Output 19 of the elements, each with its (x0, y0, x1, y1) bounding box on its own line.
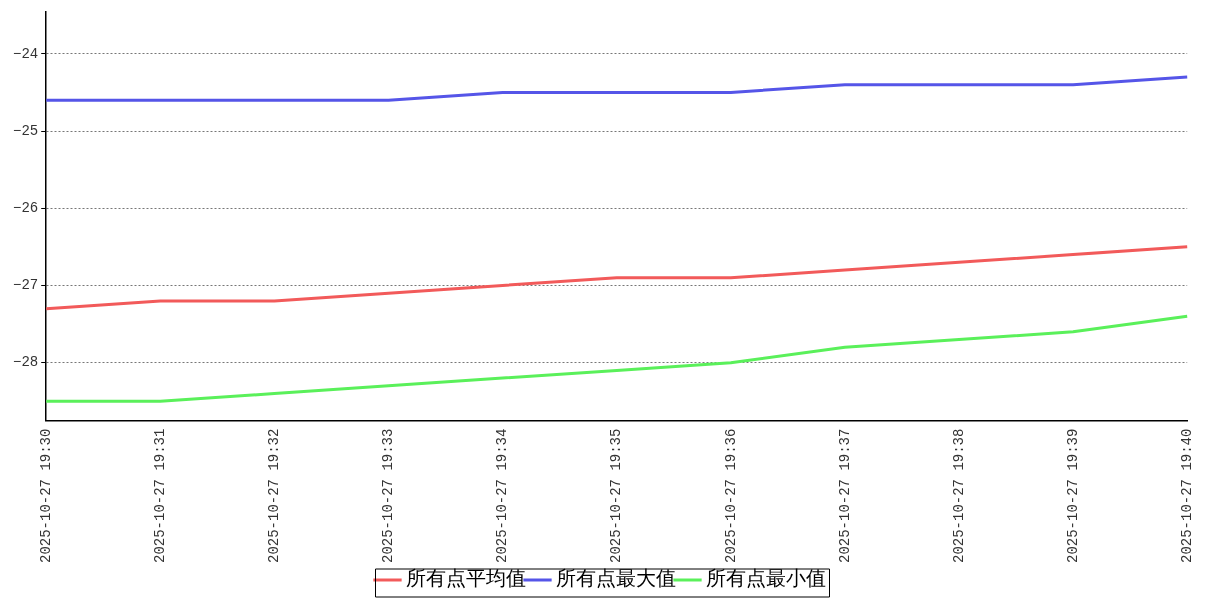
y-tick-label: −24 (12, 45, 39, 62)
y-tick-label: −28 (12, 354, 39, 371)
x-tick-label: 2025-10-27 19:31 (152, 428, 169, 563)
x-tick-label: 2025-10-27 19:38 (950, 428, 967, 563)
x-tick-label: 2025-10-27 19:34 (494, 428, 511, 563)
legend-label: 所有点最小值 (705, 566, 826, 591)
x-tick-label: 2025-10-27 19:40 (1178, 428, 1195, 563)
x-tick-label: 2025-10-27 19:30 (37, 428, 54, 563)
y-tick-label: −25 (12, 122, 39, 139)
legend-label: 所有点平均值 (405, 566, 526, 591)
x-tick-label: 2025-10-27 19:36 (722, 428, 739, 563)
y-tick-label: −26 (12, 199, 39, 216)
legend-label: 所有点最大值 (555, 566, 676, 591)
x-tick-label: 2025-10-27 19:39 (1064, 428, 1081, 563)
x-tick-label: 2025-10-27 19:35 (608, 428, 625, 563)
y-tick-label: −27 (12, 277, 39, 294)
x-tick-label: 2025-10-27 19:33 (380, 428, 397, 563)
x-tick-label: 2025-10-27 19:37 (836, 428, 853, 563)
x-tick-label: 2025-10-27 19:32 (266, 428, 283, 563)
